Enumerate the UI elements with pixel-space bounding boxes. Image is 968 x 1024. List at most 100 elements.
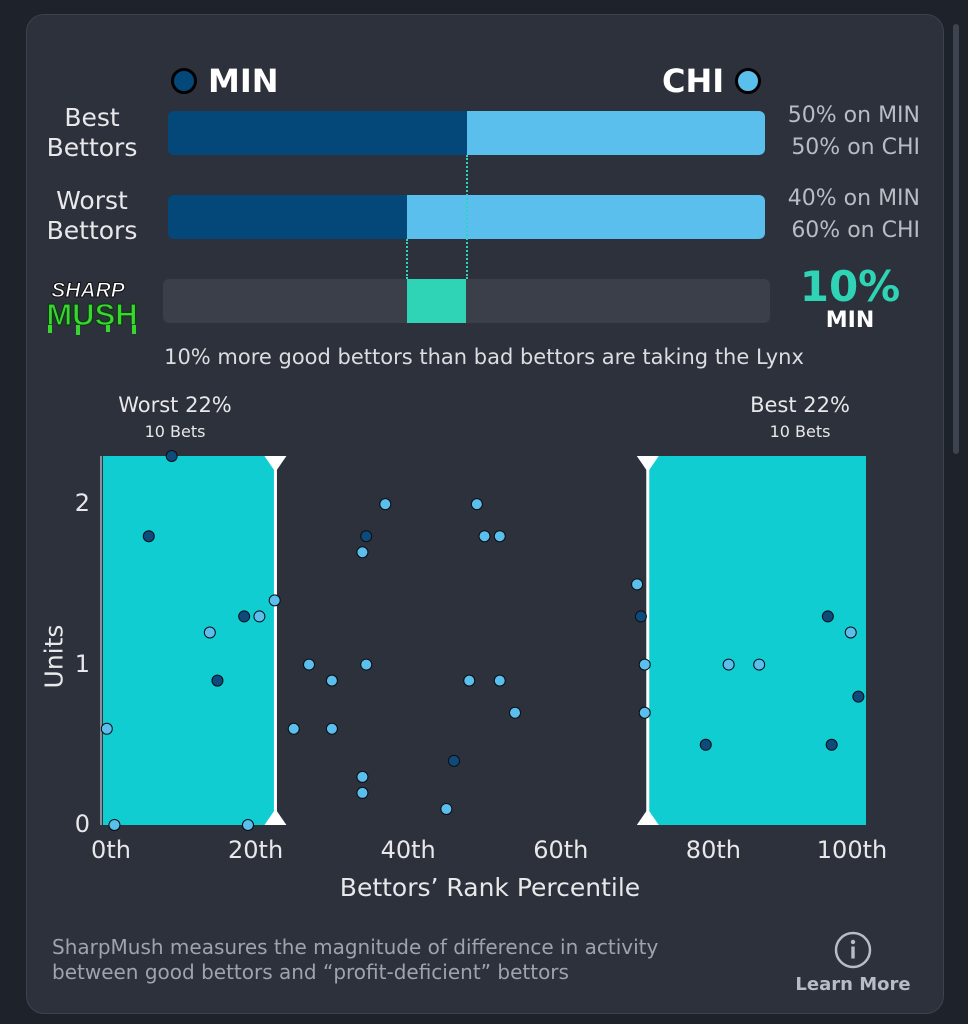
logo-sharp-text: SHARP <box>51 279 126 302</box>
chi-bet-point <box>325 674 338 687</box>
min-bet-point <box>211 674 224 687</box>
min-bet-point <box>238 610 251 623</box>
worst-group-title: Worst 22% <box>118 393 232 417</box>
chi-bet-point <box>463 674 476 687</box>
chi-bet-point <box>509 706 522 719</box>
min-bet-point <box>821 610 834 623</box>
threshold-handle-bottom <box>636 809 659 825</box>
chi-bet-point <box>241 819 254 831</box>
chi-bet-point <box>440 802 453 815</box>
footer-line2: between good bettors and “profit-deficie… <box>52 960 569 984</box>
chi-bet-point <box>470 498 483 511</box>
chi-bet-point <box>100 722 113 735</box>
best-split-connector <box>465 155 468 279</box>
best-bettors-min-segment <box>168 111 467 155</box>
logo-mush-text: MUSH <box>46 297 137 332</box>
y-tick-label: 2 <box>74 489 90 518</box>
best-bettors-label: Best Bettors <box>27 103 157 163</box>
sharpmush-team: MIN <box>825 308 875 333</box>
worst-bettors-pcts: 40% on MIN 60% on CHI <box>760 183 920 247</box>
chi-bet-point <box>325 722 338 735</box>
y-tick-label: 0 <box>74 810 90 838</box>
chi-bet-point <box>478 530 491 543</box>
footer-description: SharpMush measures the magnitude of diff… <box>52 935 772 985</box>
chi-bet-point <box>753 658 766 671</box>
best-bettors-pcts: 50% on MIN 50% on CHI <box>760 100 920 164</box>
chi-bet-point <box>638 658 651 671</box>
worst-bettors-region <box>103 456 276 825</box>
chi-bet-point <box>638 706 651 719</box>
logo-drip <box>48 325 52 333</box>
chi-bet-point <box>303 658 316 671</box>
chi-bet-point <box>108 819 121 831</box>
x-tick-label: 20th <box>228 836 284 864</box>
footer-line1: SharpMush measures the magnitude of diff… <box>52 935 659 959</box>
highlight-regions <box>103 456 866 825</box>
chi-bet-point <box>268 594 281 607</box>
worst-bettors-min-segment <box>168 195 407 239</box>
y-tick-label: 1 <box>74 649 90 678</box>
scrollbar[interactable] <box>953 24 959 454</box>
best-min-pct: 50% on MIN <box>787 103 920 128</box>
min-bet-point <box>142 530 155 543</box>
chi-bet-point <box>844 626 857 639</box>
x-tick-label: 0th <box>91 836 131 864</box>
learn-more-link[interactable]: Learn More <box>795 974 911 995</box>
chi-bet-point <box>356 770 369 783</box>
best-bettors-bar <box>168 111 765 155</box>
chi-bet-point <box>493 674 506 687</box>
chi-bet-point <box>379 498 392 511</box>
x-tick-label: 40th <box>380 836 436 864</box>
chi-bet-point <box>356 546 369 559</box>
best-bettors-chi-segment <box>466 111 765 155</box>
bet-points <box>100 450 865 831</box>
min-legend-dot <box>171 68 197 94</box>
sharpmush-track <box>163 279 770 323</box>
min-bet-point <box>825 738 838 751</box>
chi-bet-point <box>493 530 506 543</box>
info-icon[interactable] <box>833 930 873 970</box>
chi-legend-label: CHI <box>662 62 725 100</box>
best-bettors-label-line2: Bettors <box>46 133 138 162</box>
min-bet-point <box>360 530 373 543</box>
chi-bet-point <box>287 722 300 735</box>
sharpmush-difference-fill <box>406 279 467 323</box>
min-legend-label: MIN <box>208 62 279 100</box>
chi-bet-point <box>360 658 373 671</box>
chi-bet-point <box>631 578 644 591</box>
x-tick-label: 100th <box>816 836 888 864</box>
sharpmush-logo: SHARP MUSH <box>46 279 138 335</box>
worst-chi-pct: 60% on CHI <box>791 218 920 243</box>
threshold-handle-top <box>636 456 659 472</box>
y-axis-title: Units <box>39 624 69 689</box>
min-bet-point <box>165 450 178 462</box>
worst-group-count: 10 Bets <box>144 422 206 441</box>
threshold-handle-top <box>264 456 287 472</box>
chi-bet-point <box>253 610 266 623</box>
min-bet-point <box>447 754 460 767</box>
worst-split-connector <box>405 239 408 279</box>
best-bettors-region <box>647 456 866 825</box>
worst-bettors-label: Worst Bettors <box>27 186 157 246</box>
x-axis-title: Bettors’ Rank Percentile <box>339 873 641 902</box>
x-tick-label: 60th <box>533 836 589 864</box>
chi-bet-point <box>356 786 369 799</box>
worst-bettors-label-line1: Worst <box>56 186 128 215</box>
logo-drip <box>132 325 136 334</box>
best-bettors-label-line1: Best <box>64 103 120 132</box>
best-group-count: 10 Bets <box>769 422 831 441</box>
worst-min-pct: 40% on MIN <box>787 186 920 211</box>
threshold-handle-bottom <box>264 809 287 825</box>
min-bet-point <box>852 690 865 703</box>
chi-bet-point <box>203 626 216 639</box>
logo-drip <box>106 325 110 332</box>
best-group-title: Best 22% <box>750 393 850 417</box>
threshold-dividers <box>264 456 659 825</box>
worst-bettors-label-line2: Bettors <box>46 216 138 245</box>
best-chi-pct: 50% on CHI <box>791 135 920 160</box>
min-bet-point <box>699 738 712 751</box>
sharpmush-summary: 10% more good bettors than bad bettors a… <box>164 345 804 369</box>
min-bet-point <box>634 610 647 623</box>
logo-drip <box>76 325 80 335</box>
